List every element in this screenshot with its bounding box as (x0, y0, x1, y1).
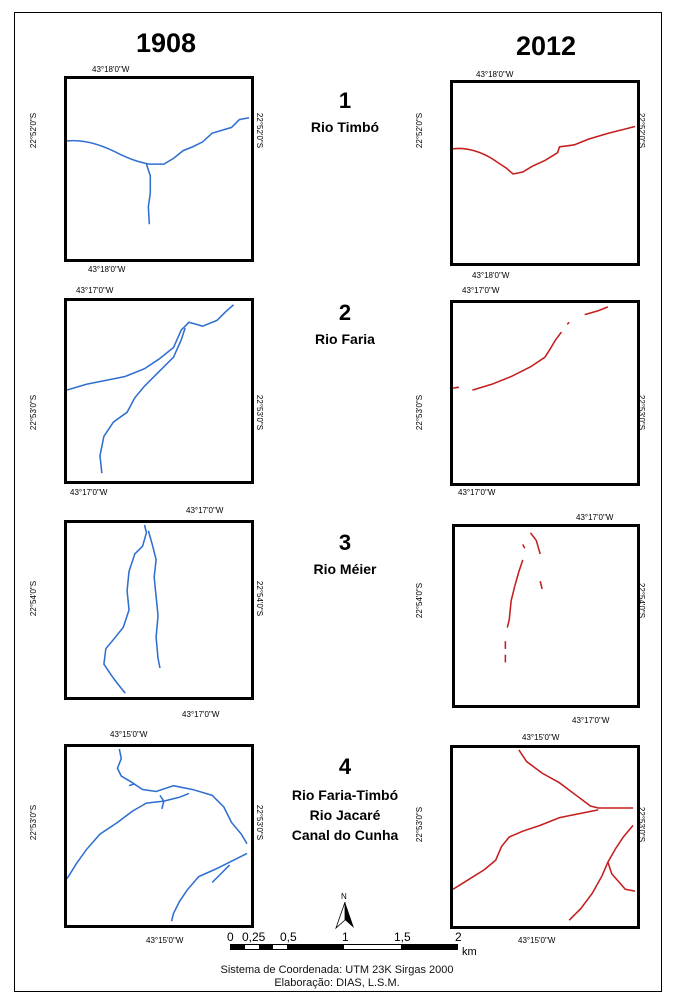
map-2012-rio-timbo (450, 80, 640, 266)
north-arrow-icon (335, 901, 354, 930)
map-1908-rio-faria (64, 298, 254, 484)
coord-bottom-lon: 43°15'0"W (518, 936, 556, 945)
scale-label-05: 0,5 (280, 930, 297, 944)
river-course (67, 748, 248, 922)
credits-note: Elaboração: DIAS, L.S.M. (274, 977, 400, 989)
coord-right-lat: 22°54'0"S (255, 580, 265, 617)
river-course (453, 306, 609, 391)
scale-unit: km (462, 946, 477, 958)
row-name-4c: Canal do Cunha (291, 827, 399, 843)
coord-left-lat: 22°54'0"S (415, 582, 425, 619)
map-2012-rio-meier (452, 524, 640, 708)
coord-bottom-lon: 43°18'0"W (472, 271, 510, 280)
row-name-2: Rio Faria (315, 331, 375, 347)
river-course (67, 116, 250, 225)
coord-bottom-lon: 43°17'0"W (182, 710, 220, 719)
scale-label-0: 0 (227, 930, 234, 944)
coord-bottom-lon: 43°18'0"W (88, 265, 126, 274)
scale-label-15: 1,5 (394, 930, 411, 944)
coord-bottom-lon: 43°17'0"W (572, 716, 610, 725)
coord-left-lat: 22°52'0"S (29, 112, 39, 149)
map-1908-rio-meier (64, 520, 254, 700)
river-course (67, 304, 235, 474)
scale-label-1: 1 (342, 930, 349, 944)
row-name-1: Rio Timbó (310, 119, 380, 135)
coord-bottom-lon: 43°17'0"W (458, 488, 496, 497)
row-number-4: 4 (338, 754, 352, 779)
coord-right-lat: 22°53'0"S (255, 394, 265, 431)
sheet-border (14, 12, 662, 992)
row-number-3: 3 (338, 530, 352, 555)
coord-top-lon: 43°17'0"W (76, 286, 114, 295)
coordinate-system-note: Sistema de Coordenada: UTM 23K Sirgas 20… (220, 964, 454, 976)
coord-top-lon: 43°15'0"W (522, 733, 560, 742)
scale-label-2: 2 (455, 930, 462, 944)
map-2012-rio-faria (450, 300, 640, 486)
scale-bar (230, 944, 458, 950)
map-1908-rio-timbo (64, 76, 254, 262)
coord-right-lat: 22°52'0"S (255, 112, 265, 149)
coord-left-lat: 22°52'0"S (415, 112, 425, 149)
coord-bottom-lon: 43°17'0"W (70, 488, 108, 497)
coord-top-lon: 43°17'0"W (186, 506, 224, 515)
coord-left-lat: 22°53'0"S (29, 394, 39, 431)
row-number-2: 2 (338, 300, 352, 325)
row-name-4a: Rio Faria-Timbó (291, 787, 399, 803)
coord-left-lat: 22°54'0"S (29, 580, 39, 617)
coord-left-lat: 22°53'0"S (415, 394, 425, 431)
column-header-1908: 1908 (135, 28, 197, 58)
row-number-1: 1 (338, 88, 352, 113)
coord-left-lat: 22°53'0"S (415, 806, 425, 843)
row-name-3: Rio Méier (313, 561, 377, 577)
river-course (504, 532, 543, 663)
row-name-4b: Rio Jacaré (309, 807, 381, 823)
coord-bottom-lon: 43°15'0"W (146, 936, 184, 945)
coord-right-lat: 22°53'0"S (255, 804, 265, 841)
coord-top-lon: 43°18'0"W (92, 65, 130, 74)
coord-top-lon: 43°15'0"W (110, 730, 148, 739)
river-course (453, 749, 636, 921)
north-arrow-label: N (341, 892, 347, 901)
coord-top-lon: 43°17'0"W (462, 286, 500, 295)
coord-left-lat: 22°53'0"S (29, 804, 39, 841)
scale-label-025: 0,25 (242, 930, 266, 944)
map-1908-rio-faria-timbo (64, 744, 254, 928)
map-2012-rio-faria-timbo (450, 745, 640, 929)
coord-top-lon: 43°17'0"W (576, 513, 614, 522)
river-course (103, 524, 161, 694)
coord-top-lon: 43°18'0"W (476, 70, 514, 79)
column-header-2012: 2012 (515, 31, 577, 61)
river-course (453, 125, 636, 175)
